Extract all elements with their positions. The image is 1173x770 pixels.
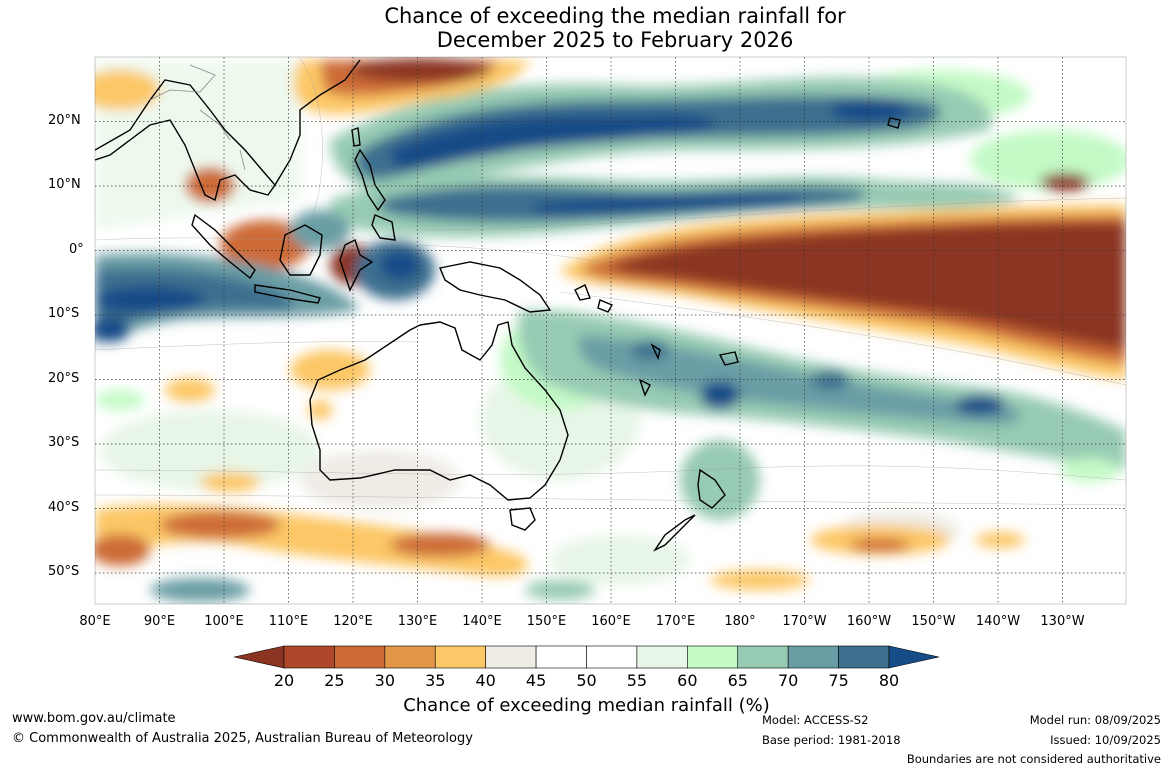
longitude-label: 150°W	[911, 614, 956, 629]
colorbar-tick-label: 20	[273, 671, 295, 690]
colorbar-tick-label: 80	[878, 671, 900, 690]
copyright-text: © Commonwealth of Australia 2025, Austra…	[12, 731, 473, 746]
colorbar-label: Chance of exceeding median rainfall (%)	[403, 695, 770, 716]
model-text: Model: ACCESS-S2	[762, 713, 869, 727]
colorbar-arrow-high	[888, 645, 940, 669]
colorbar-segment	[737, 645, 789, 669]
longitude-label: 80°E	[79, 614, 111, 629]
longitude-label: 130°E	[397, 614, 438, 629]
longitude-label: 110°E	[268, 614, 309, 629]
colorbar-segment	[485, 645, 537, 669]
coastlines	[95, 59, 901, 552]
longitude-label: 130°W	[1040, 614, 1085, 629]
longitude-label: 140°W	[975, 614, 1021, 629]
longitude-label: 90°E	[143, 614, 176, 629]
colorbar-tick-label: 25	[324, 671, 345, 690]
latitude-label: 20°S	[48, 370, 80, 386]
latitude-label: 40°S	[48, 499, 80, 515]
colorbar-tick-label: 40	[475, 671, 496, 690]
longitude-label: 160°E	[591, 614, 631, 629]
colorbar-tick-label: 35	[425, 671, 446, 690]
longitude-label: 150°E	[526, 614, 567, 629]
longitude-label: 180°	[724, 614, 756, 629]
latitude-label: 10°S	[48, 306, 80, 321]
model-run-text: Model run: 08/09/2025	[1029, 713, 1161, 727]
issued-text: Issued: 10/09/2025	[1050, 733, 1161, 747]
longitude-label: 140°E	[462, 614, 502, 629]
colorbar-tick-label: 45	[525, 671, 547, 690]
colorbar-segment	[636, 645, 688, 669]
colorbar-segment	[535, 645, 587, 669]
colorbar-tick-label: 30	[374, 671, 396, 690]
colorbar-tick-label: 60	[677, 671, 698, 690]
title-line-2: December 2025 to February 2026	[436, 28, 794, 52]
latitude-label: 0°	[69, 241, 84, 257]
colorbar-arrow-low	[233, 645, 285, 669]
colorbar-tick-label: 55	[626, 671, 648, 690]
website-link[interactable]: www.bom.gov.au/climate	[12, 711, 176, 726]
colorbar-segment	[838, 645, 890, 669]
colorbar-tick-label: 65	[727, 671, 748, 690]
longitude-label: 100°E	[204, 614, 244, 629]
colorbar-tick-label: 50	[576, 671, 597, 690]
colorbar-segment	[384, 645, 436, 669]
longitude-label: 170°E	[655, 614, 696, 629]
colorbar	[233, 645, 940, 669]
chart-title: Chance of exceeding the median rainfall …	[0, 4, 1173, 52]
latitude-label: 30°S	[48, 435, 80, 450]
colorbar-tick-label: 70	[777, 671, 799, 690]
longitude-label: 120°E	[333, 614, 373, 629]
rainfall-field	[95, 57, 1126, 604]
colorbar-segment	[687, 645, 739, 669]
colorbar-segment	[787, 645, 839, 669]
colorbar-segment	[334, 645, 386, 669]
base-period-text: Base period: 1981-2018	[762, 733, 901, 747]
colorbar-tick-label: 75	[828, 671, 849, 690]
latitude-label: 20°N	[48, 112, 81, 128]
colorbar-segment	[283, 645, 335, 669]
title-line-1: Chance of exceeding the median rainfall …	[384, 4, 846, 28]
colorbar-segment	[586, 645, 638, 669]
graticule	[95, 57, 1126, 604]
latitude-label: 10°N	[48, 177, 81, 192]
longitude-label: 170°W	[782, 614, 827, 629]
colorbar-segment	[434, 645, 486, 669]
latitude-label: 50°S	[48, 564, 80, 579]
disclaimer-text: Boundaries are not considered authoritat…	[906, 752, 1161, 766]
longitude-label: 160°W	[846, 614, 892, 629]
